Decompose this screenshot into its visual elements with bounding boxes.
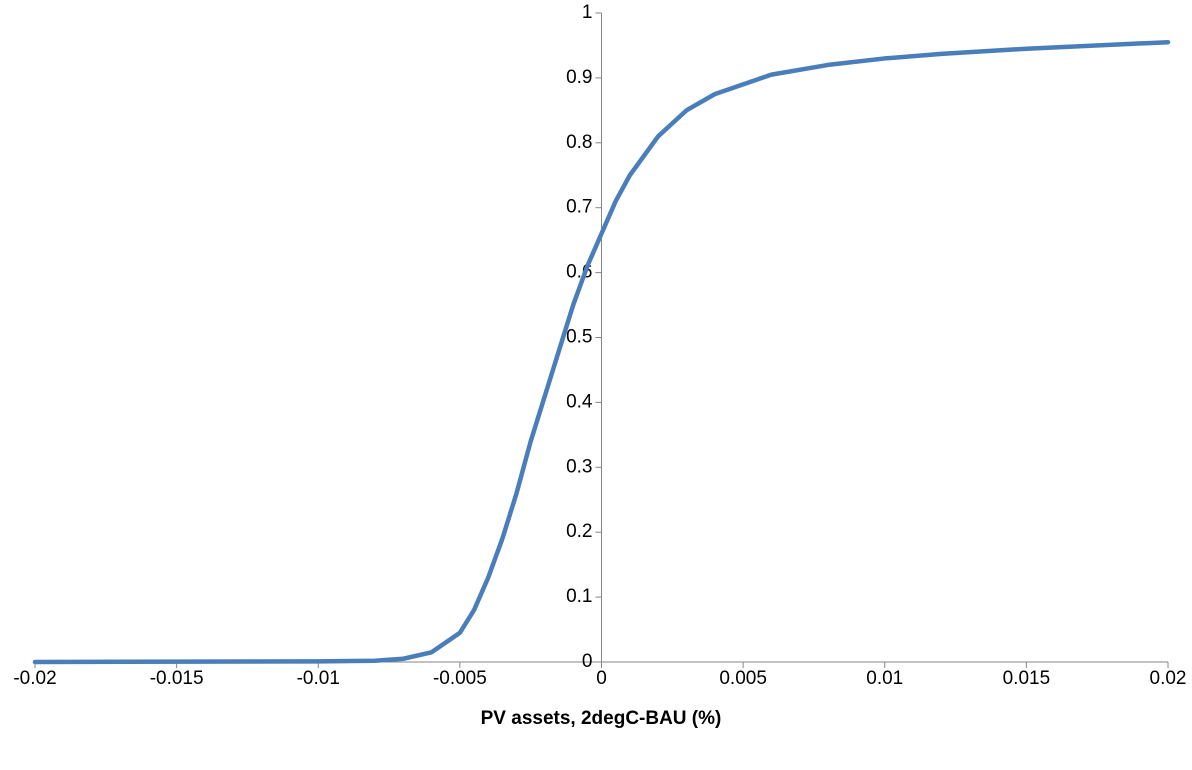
x-tick-label: 0.01: [866, 668, 903, 689]
y-tick-label: 0: [582, 651, 593, 672]
x-axis-title: PV assets, 2degC-BAU (%): [481, 708, 722, 729]
y-tick-label: 1: [582, 2, 593, 23]
y-tick-label: 0.9: [566, 67, 592, 88]
x-tick-label: 0.02: [1150, 668, 1187, 689]
y-tick-label: 0.3: [566, 456, 592, 477]
x-tick-label: 0: [596, 668, 607, 689]
x-tick-label: -0.01: [297, 668, 340, 689]
data-line: [32, 39, 1171, 665]
y-tick-label: 0.7: [566, 197, 592, 218]
y-tick-label: 0.5: [566, 327, 592, 348]
x-tick-label: -0.005: [433, 668, 487, 689]
x-tick-label: 0.005: [719, 668, 767, 689]
x-tick-label: -0.015: [150, 668, 204, 689]
y-tick-label: 0.4: [566, 391, 593, 412]
y-tick-label: 0.8: [566, 132, 592, 153]
y-tick-label: 0.2: [566, 521, 592, 542]
x-tick-label: 0.015: [1003, 668, 1051, 689]
y-tick-label: 0.1: [566, 586, 592, 607]
x-tick-label: -0.02: [13, 668, 56, 689]
